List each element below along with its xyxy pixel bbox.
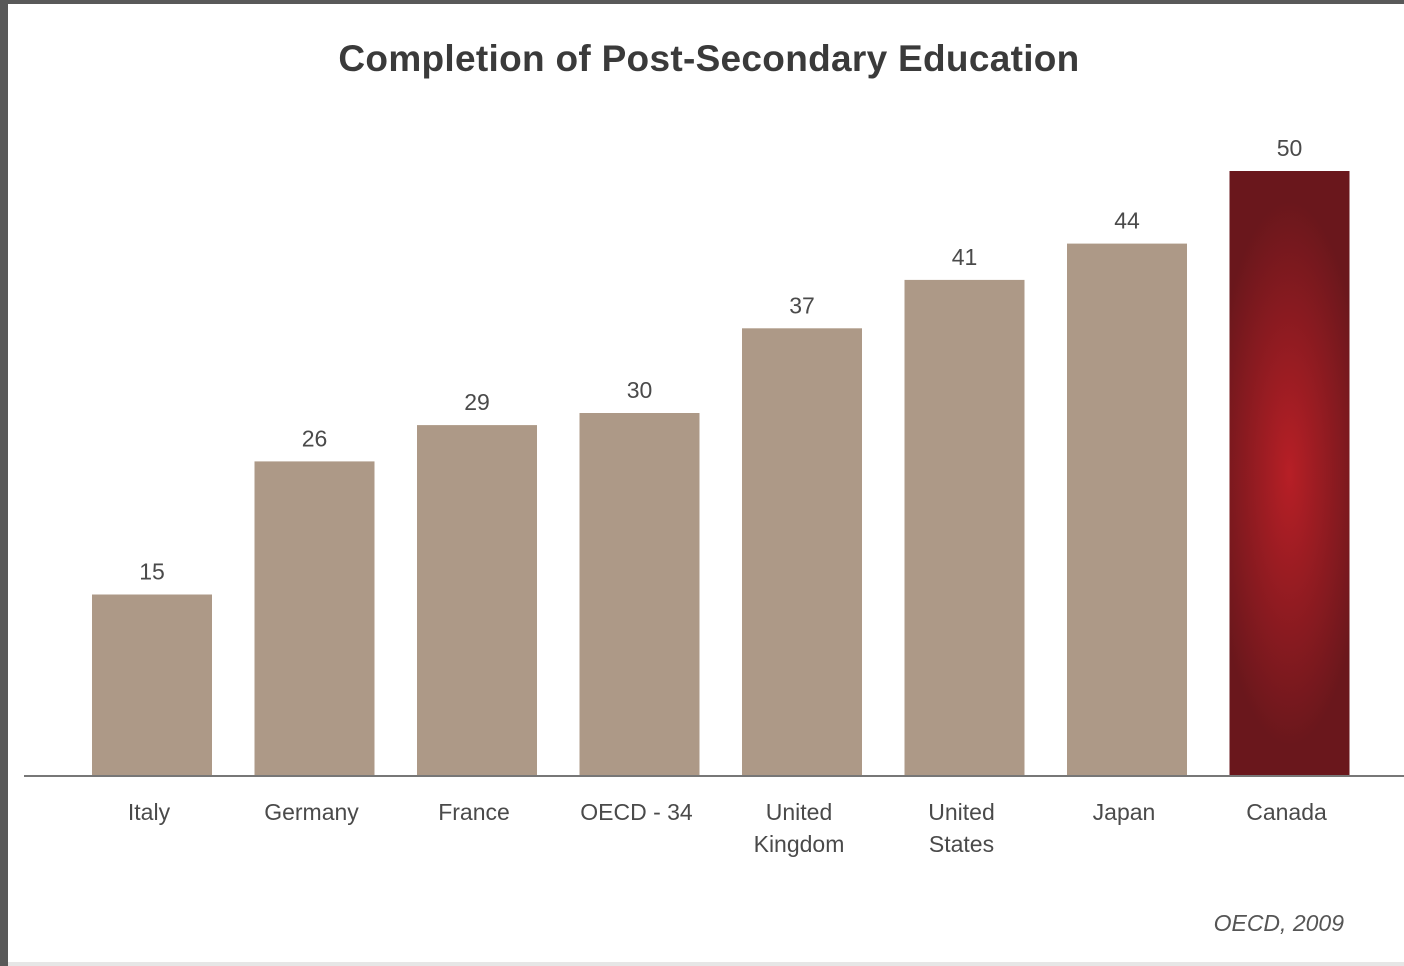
value-label: 50 <box>1277 135 1303 161</box>
value-label: 30 <box>627 377 653 403</box>
bar-united-states <box>904 279 1025 776</box>
bar-france <box>417 425 537 776</box>
bar-united-kingdom <box>742 328 862 776</box>
bar-oecd-34 <box>579 413 700 776</box>
bar-germany <box>254 461 375 776</box>
category-label: Japan <box>1093 799 1156 825</box>
value-label: 15 <box>139 559 165 585</box>
category-label: United Kingdom <box>754 799 845 857</box>
chart-title: Completion of Post-Secondary Education <box>338 38 1080 79</box>
category-label: France <box>438 799 510 825</box>
category-label: Germany <box>264 799 359 825</box>
value-label: 26 <box>302 425 328 451</box>
category-label: United States <box>928 799 994 857</box>
category-label: Canada <box>1246 799 1327 825</box>
bar-japan <box>1067 243 1187 777</box>
source-note: OECD, 2009 <box>1213 910 1344 936</box>
category-label: OECD - 34 <box>580 799 693 825</box>
value-label: 44 <box>1114 208 1140 234</box>
value-label: 41 <box>952 244 978 270</box>
category-label: Italy <box>128 799 171 825</box>
bottom-border <box>8 962 1404 966</box>
bar-italy <box>92 594 212 776</box>
bar-canada <box>1229 171 1350 776</box>
value-label: 37 <box>789 292 815 318</box>
value-label: 29 <box>464 389 490 415</box>
